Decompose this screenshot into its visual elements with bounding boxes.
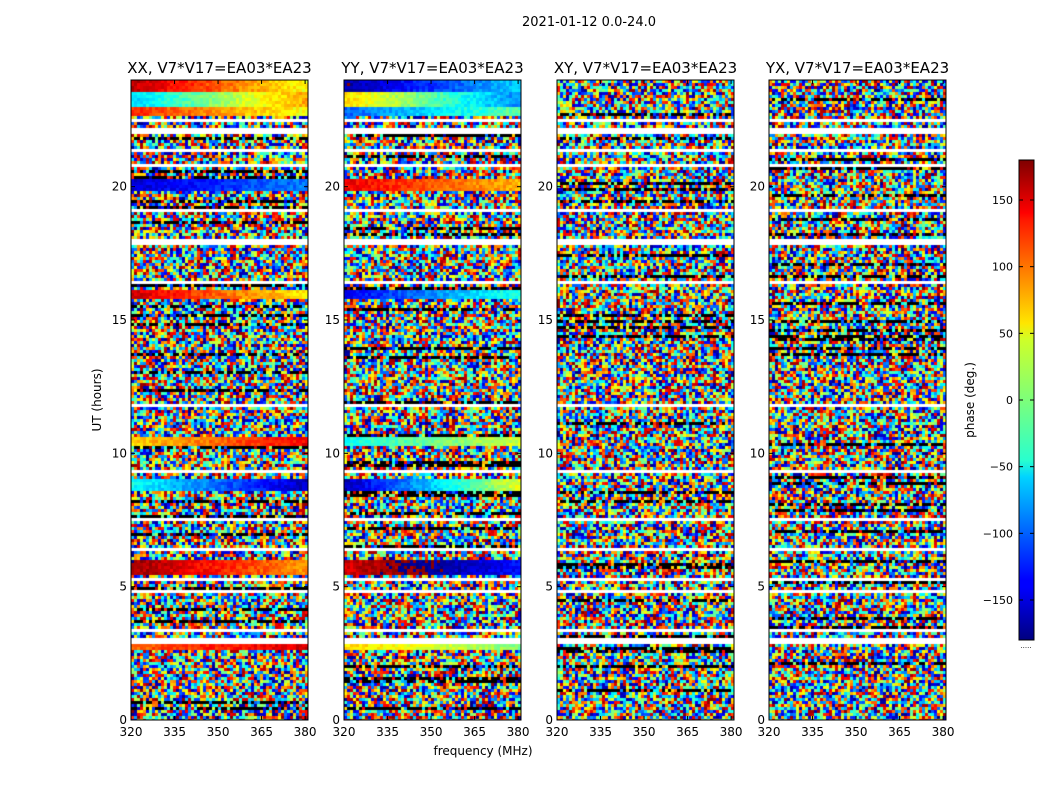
colorbar-ticks: 150 100 50 0 −50 −100 −150 xyxy=(983,194,1034,607)
y-tick-label: 10 xyxy=(325,446,340,460)
x-tick-label: 380 xyxy=(507,725,530,739)
y-tick-label: 5 xyxy=(757,580,765,594)
figure-suptitle: 2021-01-12 0.0-24.0 xyxy=(522,15,656,30)
panel-3-title: XY, V7*V17=EA03*EA23 xyxy=(554,59,737,77)
y-tick-label: 15 xyxy=(325,313,340,327)
colorbar: 150 100 50 0 −50 −100 −150 phase (deg.) ..... xyxy=(963,159,1035,650)
y-tick-label: 20 xyxy=(325,180,340,194)
x-tick-label: 335 xyxy=(589,725,612,739)
colorbar-tick-label: −50 xyxy=(990,461,1013,474)
x-tick-label: 320 xyxy=(758,725,781,739)
x-tick-label: 365 xyxy=(250,725,273,739)
panel-4-frame xyxy=(768,79,947,721)
x-tick-label: 365 xyxy=(676,725,699,739)
y-tick-label: 15 xyxy=(112,313,127,327)
y-tick-label: 10 xyxy=(750,446,765,460)
y-tick-label: 0 xyxy=(119,713,127,727)
x-axis-label: frequency (MHz) xyxy=(433,744,532,758)
x-tick-label: 320 xyxy=(333,725,356,739)
y-tick-label: 15 xyxy=(750,313,765,327)
x-tick-label: 335 xyxy=(801,725,824,739)
x-tick-label: 365 xyxy=(888,725,911,739)
x-tick-label: 335 xyxy=(376,725,399,739)
panel-1: XX, V7*V17=EA03*EA23 320 335 350 365 380 0 5 10 1… xyxy=(112,59,317,739)
panel-2-title: YY, V7*V17=EA03*EA23 xyxy=(340,59,523,77)
y-tick-label: 5 xyxy=(119,580,127,594)
y-tick-label: 10 xyxy=(112,446,127,460)
x-tick-label: 335 xyxy=(163,725,186,739)
colorbar-tick-label: 0 xyxy=(1006,394,1013,407)
x-tick-label: 350 xyxy=(633,725,656,739)
x-tick-label: 380 xyxy=(720,725,743,739)
colorbar-tick-label: 100 xyxy=(992,261,1013,274)
y-axis-label: UT (hours) xyxy=(90,368,104,431)
x-tick-label: 365 xyxy=(463,725,486,739)
x-tick-label: 320 xyxy=(546,725,569,739)
x-tick-label: 320 xyxy=(120,725,143,739)
panel-3-frame xyxy=(556,79,735,721)
y-tick-label: 15 xyxy=(538,313,553,327)
x-tick-label: 350 xyxy=(845,725,868,739)
x-tick-label: 350 xyxy=(420,725,443,739)
panel-2: YY, V7*V17=EA03*EA23 320 335 350 365 380 0 5 10 1… xyxy=(325,59,530,739)
colorbar-tick-label: −150 xyxy=(983,594,1013,607)
panel-3: XY, V7*V17=EA03*EA23 320 335 350 365 380 0 5 10 1… xyxy=(538,59,743,739)
x-tick-label: 380 xyxy=(932,725,955,739)
colorbar-label: phase (deg.) xyxy=(963,362,977,438)
panel-2-frame xyxy=(343,79,522,721)
panel-4: YX, V7*V17=EA03*EA23 320 335 350 365 380 0 5 10 1… xyxy=(750,59,955,739)
y-tick-label: 0 xyxy=(545,713,553,727)
y-tick-label: 20 xyxy=(112,180,127,194)
panel-1-title: XX, V7*V17=EA03*EA23 xyxy=(127,59,311,77)
x-tick-label: 350 xyxy=(207,725,230,739)
y-tick-label: 0 xyxy=(332,713,340,727)
y-tick-label: 0 xyxy=(757,713,765,727)
colorbar-extra-label: ..... xyxy=(1020,642,1031,650)
y-tick-label: 5 xyxy=(332,580,340,594)
y-tick-label: 20 xyxy=(538,180,553,194)
colorbar-tick-label: 50 xyxy=(999,327,1013,340)
panel-1-frame xyxy=(130,79,309,721)
y-tick-label: 20 xyxy=(750,180,765,194)
panel-1-raster xyxy=(131,80,308,720)
panels: XX, V7*V17=EA03*EA23 320 335 350 365 380 0 5 10 1… xyxy=(112,59,955,739)
colorbar-tick-label: −100 xyxy=(983,527,1013,540)
y-tick-label: 10 xyxy=(538,446,553,460)
panel-3-raster xyxy=(557,80,734,720)
x-tick-label: 380 xyxy=(294,725,317,739)
panel-2-raster xyxy=(344,80,521,720)
panel-4-raster xyxy=(769,80,946,720)
y-tick-label: 5 xyxy=(545,580,553,594)
panel-4-title: YX, V7*V17=EA03*EA23 xyxy=(765,59,949,77)
colorbar-tick-label: 150 xyxy=(992,194,1013,207)
